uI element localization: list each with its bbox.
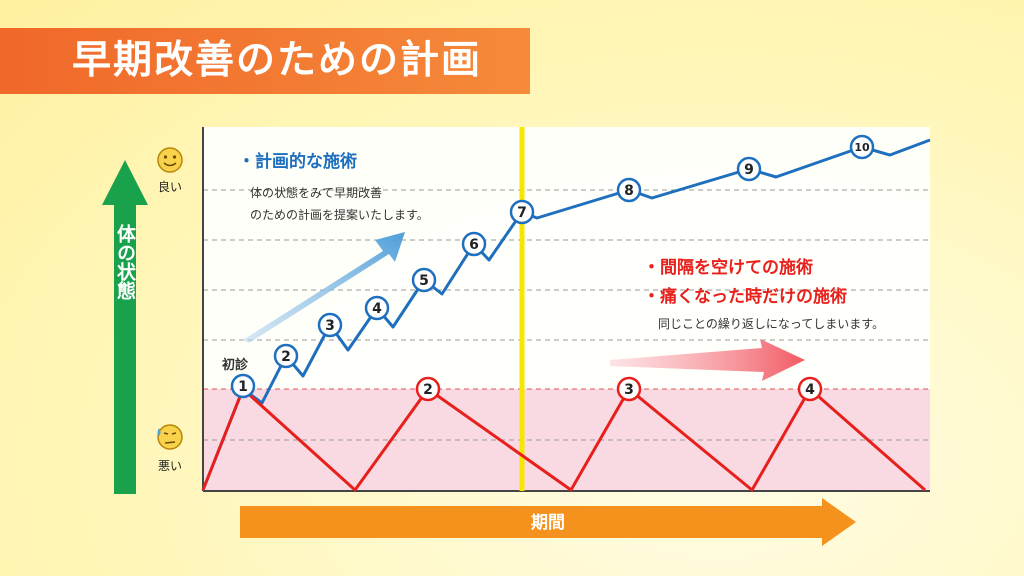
plan-marker-3: 3 (317, 312, 343, 338)
adhoc-markers: 2 3 4 (415, 376, 823, 402)
gridlines (203, 189, 930, 441)
plan-description-line-2: のための計画を提案いたします。 (250, 207, 429, 222)
plan-marker-2: 2 (273, 343, 299, 369)
plan-marker-10: 10 (849, 134, 875, 160)
svg-text:6: 6 (469, 237, 479, 253)
good-label: 良い (158, 179, 182, 194)
svg-text:8: 8 (624, 183, 634, 199)
bad-face-icon (157, 424, 183, 450)
svg-text:5: 5 (419, 273, 429, 289)
condition-arrow (102, 160, 148, 494)
svg-text:3: 3 (624, 382, 634, 398)
adhoc-marker-2: 2 (415, 376, 441, 402)
x-axis-label: 期間 (531, 513, 565, 533)
plan-description-line-1: 体の状態をみて早期改善 (250, 185, 382, 200)
plan-marker-5: 5 (411, 267, 437, 293)
svg-text:10: 10 (854, 141, 870, 154)
page-title: 早期改善のための計画 (72, 38, 483, 83)
plan-marker-9: 9 (736, 156, 762, 182)
good-face-icon (157, 147, 183, 173)
first-visit-label: 初診 (222, 357, 249, 373)
bad-label: 悪い (158, 459, 182, 473)
plan-marker-6: 6 (461, 231, 487, 257)
adhoc-heading-2: ・痛くなった時だけの施術 (643, 286, 847, 307)
plan-markers: 1 2 3 4 5 6 7 8 9 10 (230, 134, 875, 399)
improvement-arrow (243, 232, 405, 343)
period-arrow (240, 498, 856, 546)
plan-marker-1: 1 (230, 373, 256, 399)
y-axis-label: 体の状態 (114, 223, 136, 300)
adhoc-series-line (201, 387, 926, 492)
adhoc-marker-3: 3 (616, 376, 642, 402)
title-banner (0, 28, 530, 94)
plan-marker-8: 8 (616, 177, 642, 203)
svg-text:4: 4 (805, 382, 815, 398)
adhoc-heading-1: ・間隔を空けての施術 (643, 257, 813, 278)
plan-heading: ・計画的な施術 (238, 151, 357, 172)
svg-text:3: 3 (325, 318, 335, 334)
svg-text:1: 1 (238, 379, 248, 395)
svg-text:2: 2 (423, 382, 433, 398)
svg-text:7: 7 (517, 205, 527, 221)
adhoc-description: 同じことの繰り返しになってしまいます。 (658, 317, 884, 331)
svg-text:4: 4 (372, 301, 382, 317)
plan-marker-7: 7 (509, 199, 535, 225)
adhoc-marker-4: 4 (797, 376, 823, 402)
svg-text:2: 2 (281, 349, 291, 365)
svg-text:9: 9 (744, 162, 754, 178)
plan-marker-4: 4 (364, 295, 390, 321)
repeat-arrow (610, 339, 805, 381)
plan-series-line (201, 138, 931, 491)
